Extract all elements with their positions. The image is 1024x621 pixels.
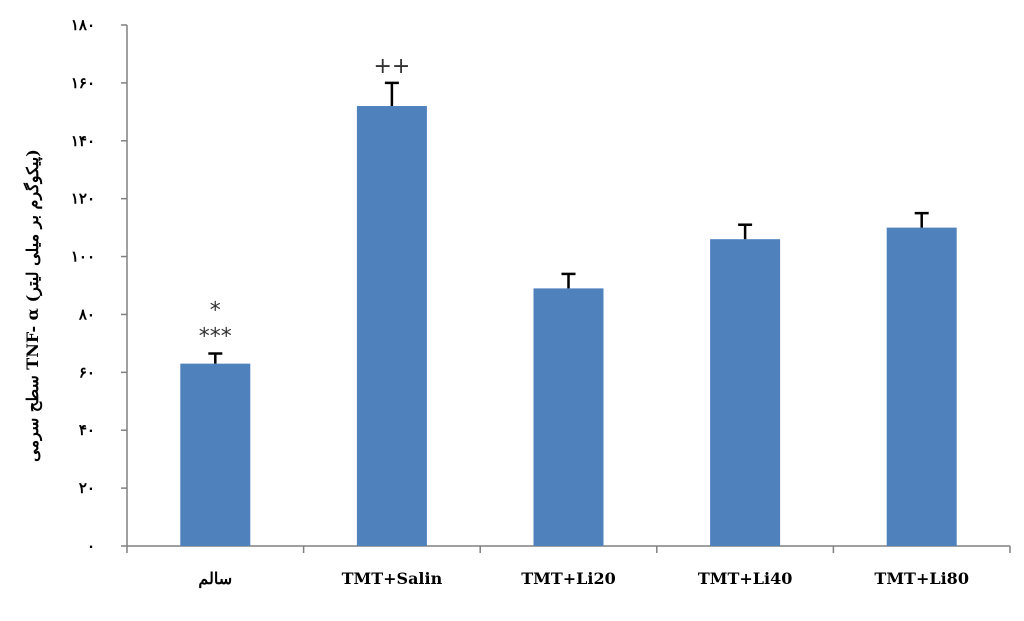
- y-tick-label: ١۴٠: [71, 132, 95, 150]
- bar: [710, 239, 781, 546]
- x-category-label: TMT+Li80: [874, 569, 969, 588]
- x-category-label: TMT+Li40: [698, 569, 793, 588]
- x-category-label: TMT+Salin: [342, 569, 443, 588]
- significance-marker: ***: [199, 325, 232, 350]
- axes: ٠ ٢٠ ۴٠ ۶٠ ٨٠ ١٠٠ ١٢٠ ١۴٠ ١۶٠ ١٨٠: [71, 16, 1011, 555]
- axis-labels: سالم TMT+Salin TMT+Li20 TMT+Li40 TMT+Li80 سطح…: [23, 149, 969, 589]
- bar: [356, 106, 427, 547]
- y-tick-label: ١۶٠: [71, 74, 95, 92]
- y-tick-label: ١٠٠: [71, 248, 95, 266]
- bars: [180, 106, 957, 547]
- y-tick-label: ١٨٠: [71, 16, 95, 34]
- x-category-label: سالم: [198, 569, 232, 589]
- error-bars: [208, 81, 929, 364]
- significance-marker: ++: [373, 54, 410, 79]
- y-tick-label: ۶٠: [79, 363, 95, 381]
- bar: [180, 363, 251, 546]
- significance-annotations: **** ++: [199, 54, 411, 350]
- y-tick-label: ٠: [87, 537, 95, 555]
- bar: [533, 288, 604, 546]
- y-tick-label: ٨٠: [78, 305, 95, 323]
- significance-marker: *: [210, 299, 221, 324]
- x-category-label: TMT+Li20: [521, 569, 616, 588]
- y-tick-label: ٢٠: [79, 479, 95, 497]
- y-tick-label: ١٢٠: [71, 190, 95, 208]
- y-axis-label: سطح سرمی TNF- α (پیکوگرم بر میلی لیتر): [23, 149, 43, 462]
- y-tick-label: ۴٠: [79, 421, 95, 439]
- bar: [886, 227, 957, 546]
